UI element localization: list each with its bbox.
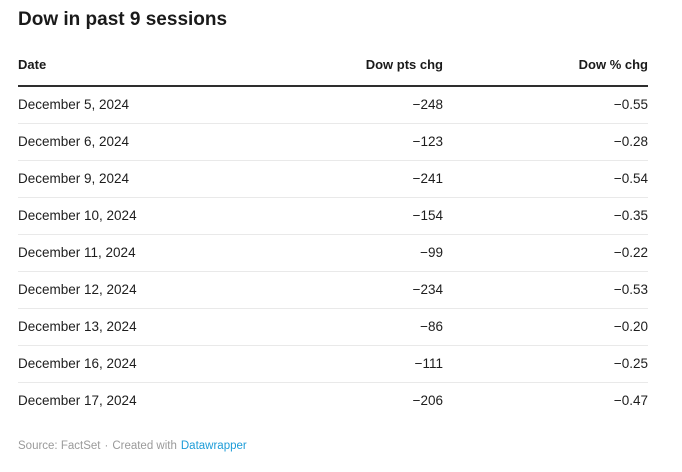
pts-chg-cell: −123 [238,123,443,161]
pct-chg-cell: −0.54 [443,160,648,198]
pct-chg-cell: −0.20 [443,308,648,346]
date-cell: December 5, 2024 [18,86,238,124]
pts-chg-cell: −234 [238,271,443,309]
date-cell: December 16, 2024 [18,345,238,383]
pct-chg-cell: −0.22 [443,234,648,272]
table-row: December 6, 2024 −123 −0.28 [18,123,648,161]
table-row: December 11, 2024 −99 −0.22 [18,234,648,272]
date-cell: December 6, 2024 [18,123,238,161]
created-with-label: Created with [112,440,177,452]
date-cell: December 12, 2024 [18,271,238,309]
datawrapper-link[interactable]: Datawrapper [180,440,247,452]
pct-chg-cell: −0.55 [443,86,648,124]
pct-chg-cell: −0.35 [443,197,648,235]
pts-chg-cell: −241 [238,160,443,198]
table-row: December 13, 2024 −86 −0.20 [18,308,648,346]
date-cell: December 13, 2024 [18,308,238,346]
chart-title: Dow in past 9 sessions [18,9,228,30]
column-header-pts-chg: Dow pts chg [238,57,443,87]
pts-chg-cell: −248 [238,86,443,124]
table-row: December 17, 2024 −206 −0.47 [18,382,648,419]
header-row: Date Dow pts chg Dow % chg [18,57,648,87]
separator-dot: · [104,440,109,452]
pts-chg-cell: −154 [238,197,443,235]
column-header-date: Date [18,57,238,87]
date-cell: December 9, 2024 [18,160,238,198]
pts-chg-cell: −111 [238,345,443,383]
pct-chg-cell: −0.53 [443,271,648,309]
date-cell: December 17, 2024 [18,393,137,409]
pts-chg-cell: −99 [238,234,443,272]
table-row: December 5, 2024 −248 −0.55 [18,86,648,124]
table-row: December 12, 2024 −234 −0.53 [18,271,648,309]
pts-chg-cell: −86 [238,308,443,346]
table-row: December 9, 2024 −241 −0.54 [18,160,648,198]
table-row: December 10, 2024 −154 −0.35 [18,197,648,235]
date-cell: December 10, 2024 [18,197,238,235]
column-header-pct-chg: Dow % chg [443,57,648,87]
date-cell: December 11, 2024 [18,234,238,272]
pct-chg-cell: −0.28 [443,123,648,161]
dow-sessions-table: Date Dow pts chg Dow % chg December 5, 2… [18,57,648,419]
attribution-line: Source: FactSet · Created with Datawrapper [18,439,664,453]
pct-chg-cell: −0.25 [443,345,648,383]
table-row: December 16, 2024 −111 −0.25 [18,345,648,383]
pts-chg-cell: −206 [412,393,443,409]
pct-chg-cell: −0.47 [613,393,648,409]
source-label: Source: FactSet [18,440,101,452]
